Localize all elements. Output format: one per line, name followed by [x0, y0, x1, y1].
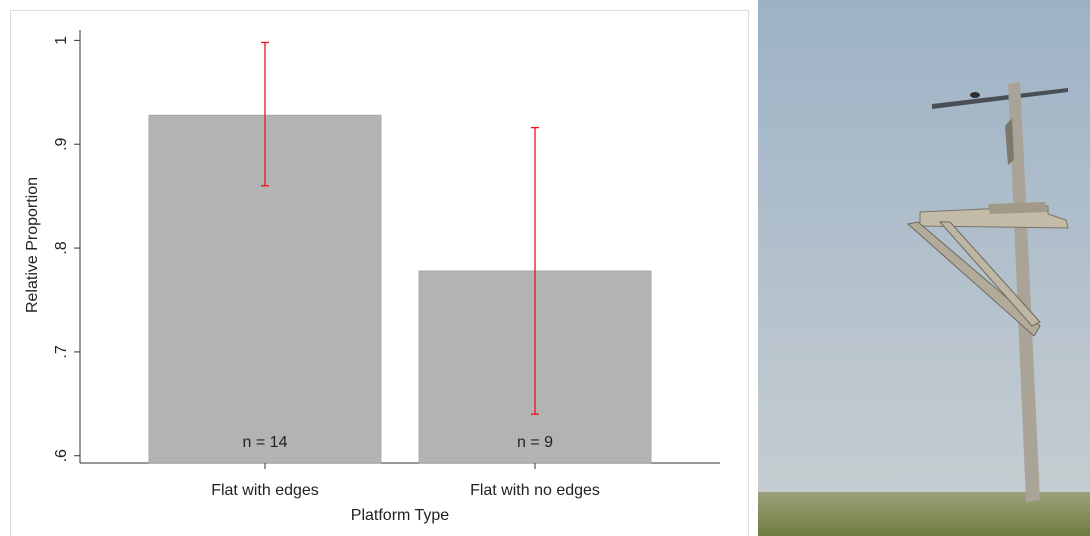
grass	[758, 492, 1090, 536]
brace	[906, 221, 1041, 337]
annotation: n = 9	[517, 434, 553, 451]
annotation: n = 14	[243, 434, 288, 451]
pole-detail	[1005, 118, 1014, 165]
x-tick-label: Flat with edges	[211, 482, 319, 499]
pole	[1008, 82, 1040, 502]
y-axis-label: Relative Proportion	[24, 177, 41, 313]
bird	[970, 92, 980, 98]
platform-edge	[988, 202, 1048, 214]
crossbar	[932, 88, 1068, 109]
brace	[938, 221, 1041, 327]
x-axis-label: Platform Type	[351, 507, 450, 524]
photo	[758, 0, 1090, 536]
sky	[758, 0, 1090, 536]
y-tick-label: .9	[53, 137, 70, 150]
y-tick-label: .7	[53, 345, 70, 358]
y-tick-label: .6	[53, 449, 70, 462]
y-tick-label: 1	[53, 36, 70, 45]
x-tick-label: Flat with no edges	[470, 482, 600, 499]
y-tick-label: .8	[53, 241, 70, 254]
